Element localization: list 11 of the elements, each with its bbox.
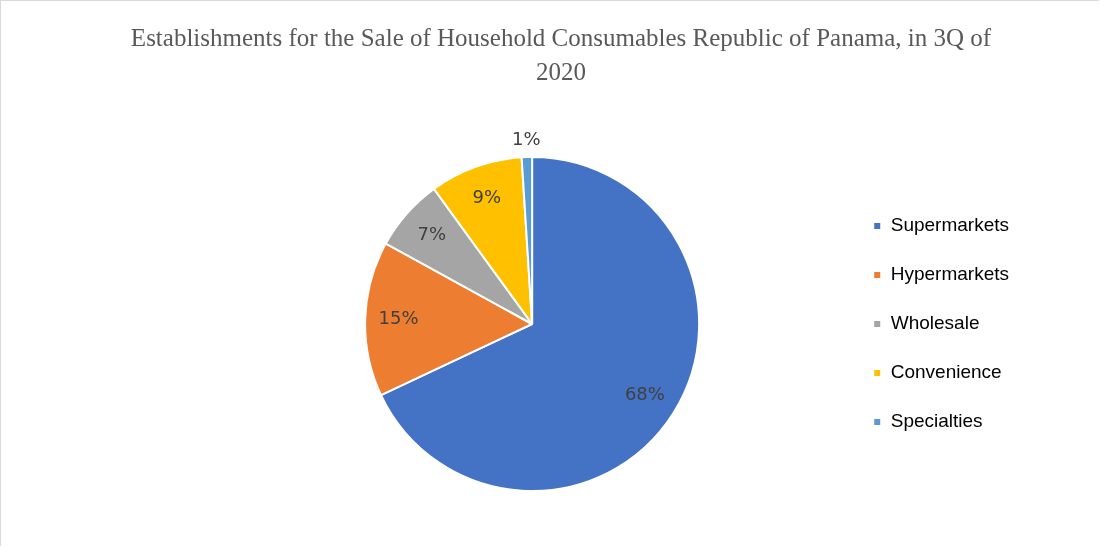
data-label: 1% xyxy=(512,128,541,150)
data-label: 7% xyxy=(417,223,447,245)
legend-label: Convenience xyxy=(890,361,1002,383)
chart-title: Establishments for the Sale of Household Consumables Republic of Panama, in 3Q of 2020 xyxy=(129,23,993,87)
legend-label: Wholesale xyxy=(890,312,980,334)
data-label: 9% xyxy=(472,185,502,207)
legend-label: Supermarkets xyxy=(890,214,1010,236)
data-label: 15% xyxy=(378,307,419,329)
legend-label: Hypermarkets xyxy=(890,263,1009,285)
data-label: 68% xyxy=(624,383,665,405)
legend-label: Specialties xyxy=(890,410,983,432)
